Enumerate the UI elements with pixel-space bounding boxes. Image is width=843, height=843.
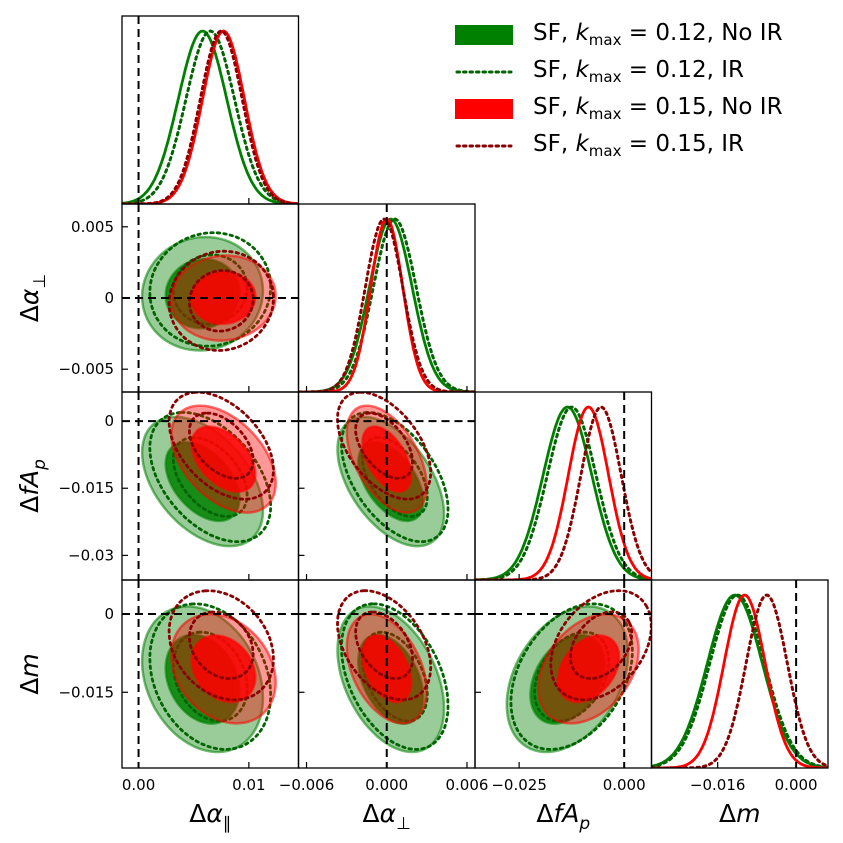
legend-swatch-fill: [455, 24, 513, 45]
contour-68-series-3: [556, 634, 621, 704]
legend: SF, kmax = 0.12, No IR SF, kmax = 0.12, I…: [455, 16, 835, 164]
contour-95-series-2: [509, 602, 634, 751]
y-tick-label: 0: [104, 605, 114, 623]
contour-95-series-4: [549, 589, 652, 702]
panel-dfap-vs-dm: [475, 580, 652, 768]
y-tick-label: −0.03: [68, 546, 114, 564]
marginal-curve-series-4: [475, 405, 652, 580]
contour-68-series-4: [187, 269, 255, 333]
x-tick-label: 0.000: [775, 776, 818, 794]
marginal-curve-series-4: [651, 593, 828, 768]
marginal-daperp: [298, 204, 475, 392]
x-axis-label-dfap: ΔfAp: [536, 799, 590, 834]
y-axis-label-dm: Δm: [15, 653, 44, 694]
y-tick-label: −0.005: [58, 360, 114, 378]
contour-68-series-2: [360, 436, 429, 518]
panel-frame: [650, 579, 829, 769]
contour-95-series-4: [167, 392, 275, 501]
panel-daperp-vs-dfap: [298, 392, 475, 580]
y-tick-label: 0.005: [71, 218, 114, 236]
legend-entry-series-3: SF, kmax = 0.15, No IR: [455, 90, 835, 127]
contour-95-series-4: [167, 249, 275, 352]
legend-swatch-fill: [455, 98, 513, 119]
legend-swatch: [455, 144, 513, 147]
x-tick-label: 0.01: [232, 776, 265, 794]
contour-68-series-4: [354, 411, 414, 480]
panel-daperp-vs-dm: [298, 580, 475, 768]
marginal-curve-series-2: [651, 593, 828, 768]
legend-label: SF, kmax = 0.12, No IR: [533, 19, 783, 49]
x-axis-label-dm: Δm: [719, 799, 760, 828]
y-tick-label: 0: [104, 412, 114, 430]
x-axis-label-dapar: Δα∥: [189, 799, 231, 834]
legend-swatch: [455, 70, 513, 73]
marginal-dfap: [475, 392, 652, 580]
x-tick-label: 0.00: [122, 776, 155, 794]
legend-label: SF, kmax = 0.12, IR: [533, 56, 744, 86]
contour-68-series-4: [354, 610, 414, 680]
marginal-curve-series-1: [475, 405, 652, 580]
x-axis-label-daperp: Δα⊥: [363, 799, 411, 834]
legend-swatch: [455, 98, 513, 119]
marginal-curve-series-4: [122, 29, 299, 204]
y-axis-label-dfap: ΔfAp: [15, 459, 50, 513]
panel-dapar-vs-dm: [122, 580, 299, 768]
contour-95-series-4: [336, 589, 433, 702]
legend-swatch: [455, 24, 513, 45]
x-tick-label: −0.025: [491, 776, 547, 794]
x-tick-label: −0.006: [279, 776, 335, 794]
y-tick-label: −0.015: [58, 683, 114, 701]
marginal-dm: [651, 580, 828, 768]
legend-entry-series-2: SF, kmax = 0.12, IR: [455, 53, 835, 90]
legend-label: SF, kmax = 0.15, No IR: [533, 93, 783, 123]
panel-dapar-vs-daperp: [122, 204, 299, 392]
y-tick-label: 0: [104, 289, 114, 307]
x-tick-label: −0.016: [690, 776, 746, 794]
legend-label: SF, kmax = 0.15, IR: [533, 130, 744, 160]
legend-entry-series-4: SF, kmax = 0.15, IR: [455, 127, 835, 164]
panel-dapar-vs-dfap: [122, 392, 299, 580]
contour-95-series-2: [148, 602, 272, 751]
panel-frame: [121, 15, 300, 205]
x-tick-label: 0.000: [603, 776, 646, 794]
marginal-dapar: [122, 16, 299, 204]
contour-68-series-4: [187, 411, 255, 480]
x-tick-label: 0.000: [365, 776, 408, 794]
contour-68-series-4: [568, 610, 634, 681]
contour-95-series-2: [340, 410, 450, 544]
contour-68-series-4: [187, 610, 255, 680]
x-tick-label: 0.006: [446, 776, 489, 794]
marginal-curve-series-1: [122, 29, 299, 204]
marginal-curve-series-3: [651, 593, 828, 768]
marginal-curve-series-2: [475, 405, 652, 580]
legend-entry-series-1: SF, kmax = 0.12, No IR: [455, 16, 835, 53]
contour-95-series-4: [167, 589, 275, 702]
marginal-curve-series-3: [475, 405, 652, 580]
y-tick-label: −0.015: [58, 479, 114, 497]
marginal-curve-series-1: [651, 593, 828, 768]
y-axis-label-daperp: Δα⊥: [15, 274, 50, 322]
marginal-curve-series-2: [122, 29, 299, 204]
